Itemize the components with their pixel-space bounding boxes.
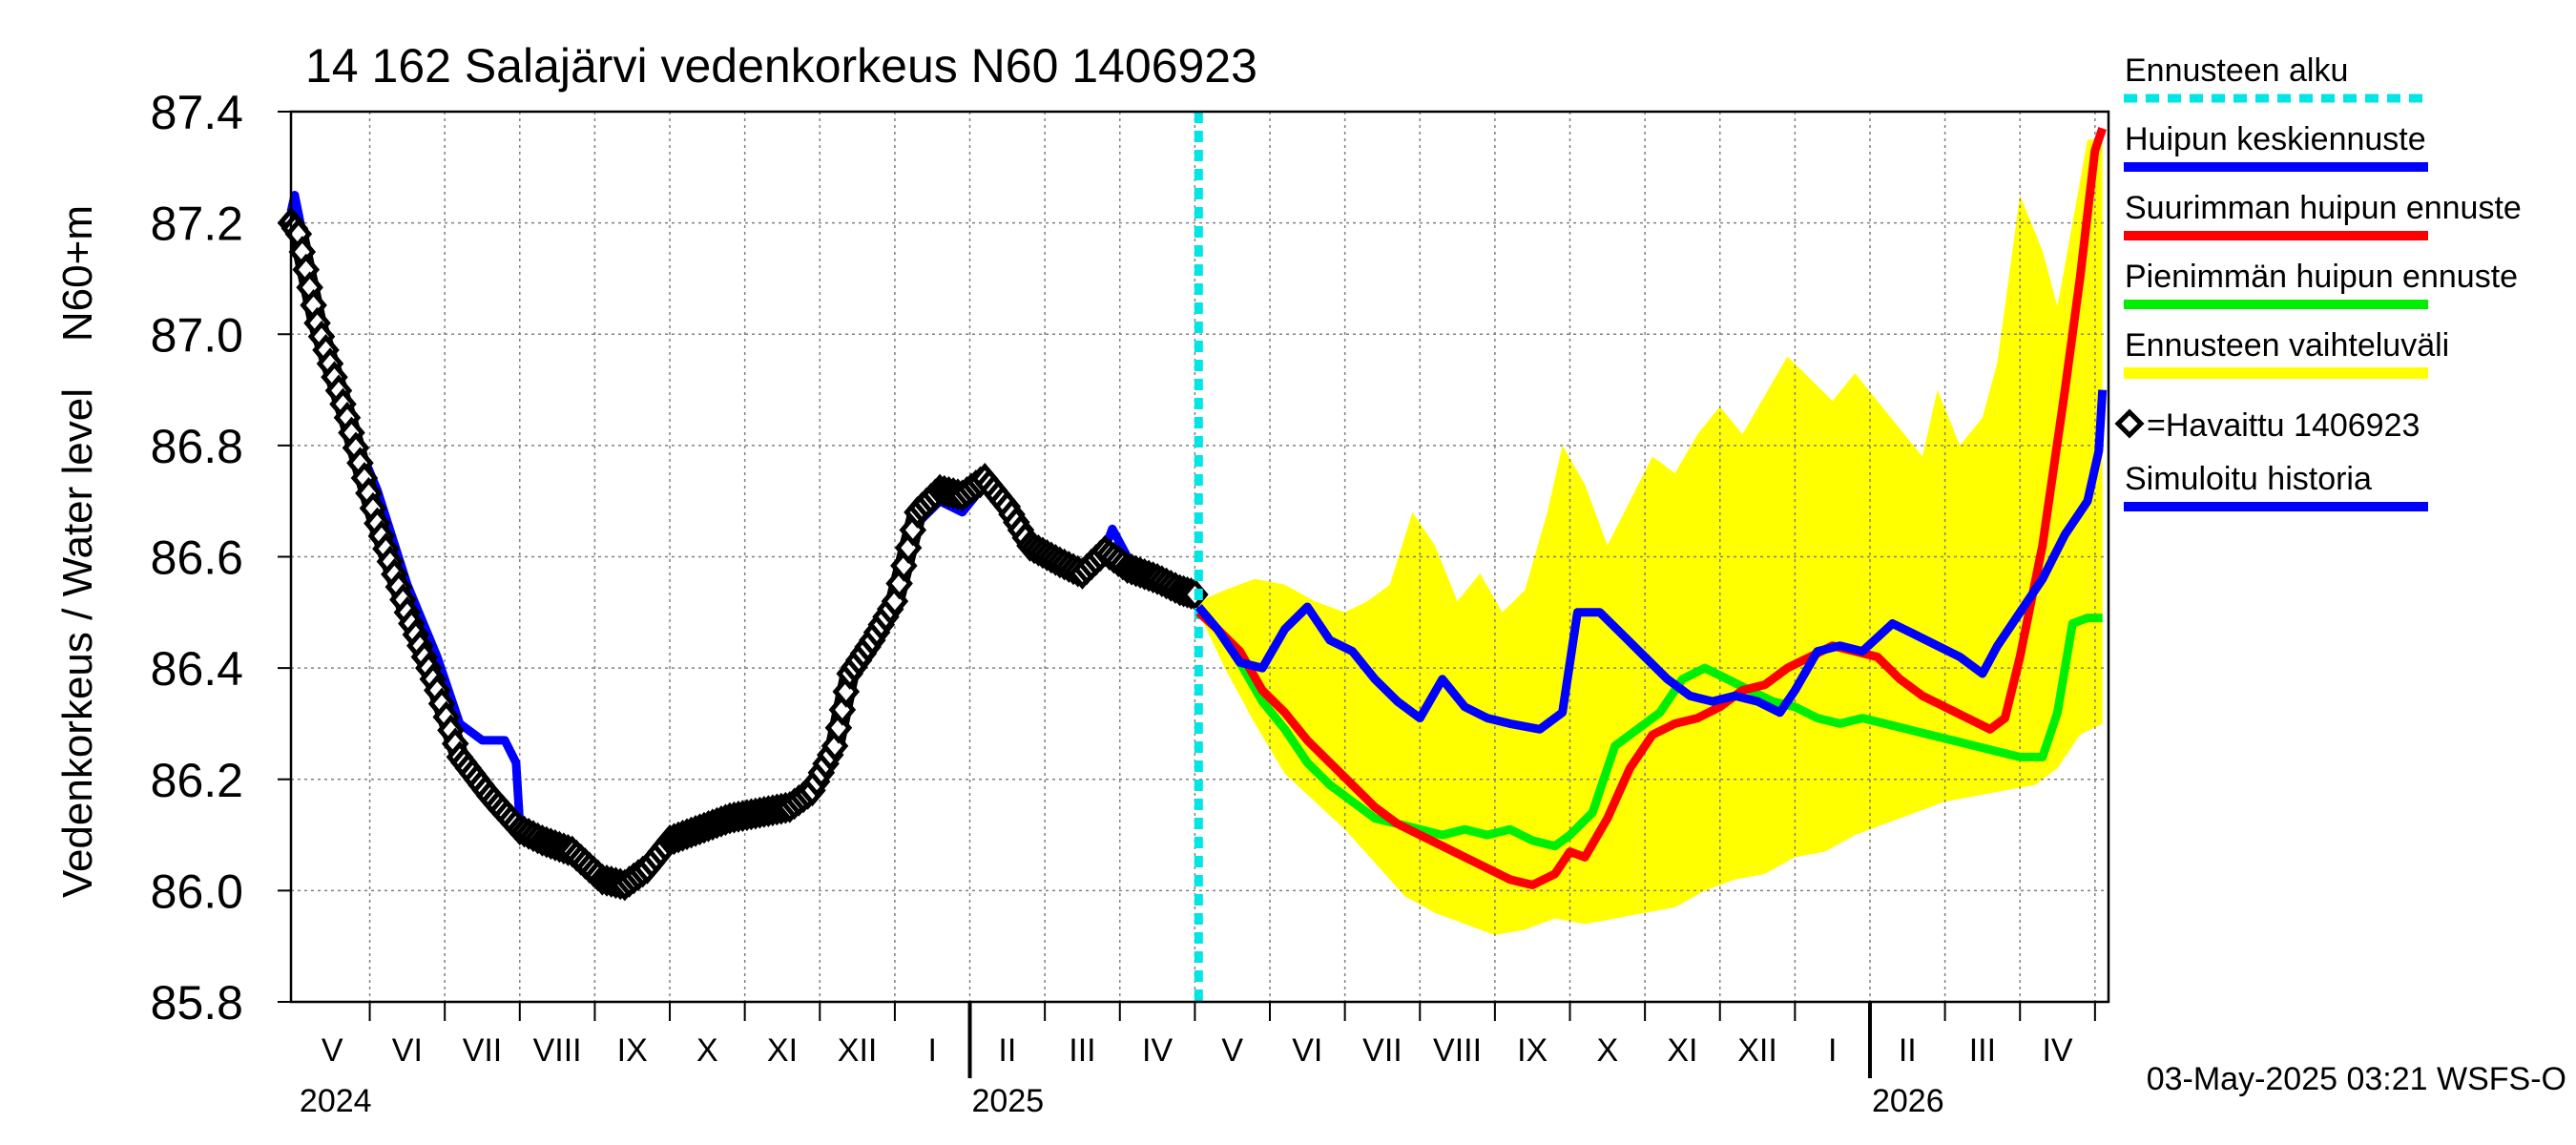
month-label: X bbox=[1596, 1032, 1618, 1069]
observed-marker bbox=[899, 513, 927, 547]
y-tick-label: 86.2 bbox=[151, 754, 243, 807]
month-label: V bbox=[1221, 1032, 1243, 1069]
plot-frame bbox=[289, 110, 2110, 1004]
y-tick-label: 87.0 bbox=[151, 308, 243, 362]
legend-label: =Havaittu 1406923 bbox=[2147, 407, 2420, 444]
month-label: VI bbox=[392, 1032, 423, 1069]
legend-label: Ennusteen vaihteluväli bbox=[2125, 327, 2449, 364]
y-tick-label: 87.4 bbox=[151, 86, 243, 139]
observed-marker bbox=[885, 567, 913, 600]
series-layer bbox=[277, 112, 2108, 1002]
y-tick-label: 85.8 bbox=[151, 976, 243, 1030]
y-tick-label: 86.4 bbox=[151, 642, 243, 696]
month-label: IX bbox=[617, 1032, 648, 1069]
year-label: 2025 bbox=[972, 1083, 1045, 1119]
month-label: VIII bbox=[533, 1032, 582, 1069]
month-label: X bbox=[696, 1032, 718, 1069]
legend-label: Suurimman huipun ennuste bbox=[2125, 190, 2522, 226]
month-label: VII bbox=[1362, 1032, 1402, 1069]
month-label: IX bbox=[1517, 1032, 1548, 1069]
min-peak-forecast-line bbox=[1195, 604, 2103, 851]
month-label: VII bbox=[463, 1032, 503, 1069]
y-tick-label: 86.8 bbox=[151, 420, 243, 473]
month-label: XI bbox=[767, 1032, 798, 1069]
mean-peak-forecast-line bbox=[1195, 389, 2108, 734]
month-label: XII bbox=[838, 1032, 878, 1069]
year-label: 2024 bbox=[300, 1083, 372, 1119]
axis-layer: 85.886.086.286.486.686.887.087.287.4V VI V… bbox=[151, 86, 2110, 1119]
legend-label: Simuloitu historia bbox=[2125, 461, 2372, 497]
month-label: V bbox=[322, 1032, 343, 1069]
grid-layer bbox=[291, 112, 2109, 1002]
month-label: III bbox=[1969, 1032, 1996, 1069]
month-label: IV bbox=[1142, 1032, 1173, 1069]
month-label: I bbox=[1828, 1032, 1837, 1069]
footer-timestamp: 03-May-2025 03:21 WSFS-O bbox=[2147, 1061, 2566, 1097]
max-peak-forecast-line bbox=[1195, 127, 2107, 889]
legend-label: Ennusteen alku bbox=[2125, 52, 2348, 89]
y-axis-label: Vedenkorkeus / Water level N60+m bbox=[54, 205, 101, 898]
forecast-range-band-layer bbox=[1198, 139, 2103, 935]
month-label: II bbox=[998, 1032, 1016, 1069]
month-label: XII bbox=[1737, 1032, 1777, 1069]
month-label: VIII bbox=[1433, 1032, 1482, 1069]
legend-observed-marker bbox=[2114, 408, 2145, 439]
month-label: II bbox=[1899, 1032, 1917, 1069]
chart-title: 14 162 Salajärvi vedenkorkeus N60 140692… bbox=[305, 39, 1257, 93]
month-label: IV bbox=[2042, 1032, 2072, 1069]
y-tick-label: 87.2 bbox=[151, 198, 243, 251]
year-label: 2026 bbox=[1872, 1083, 1944, 1119]
legend-label: Huipun keskiennuste bbox=[2125, 121, 2426, 157]
forecast-range-band bbox=[1198, 139, 2103, 935]
y-tick-label: 86.0 bbox=[151, 864, 243, 918]
month-label: VI bbox=[1292, 1032, 1322, 1069]
legend: Ennusteen alku Huipun keskiennuste Suurimm… bbox=[2114, 52, 2522, 511]
month-label: XI bbox=[1667, 1032, 1697, 1069]
month-label: III bbox=[1069, 1032, 1095, 1069]
month-label: I bbox=[927, 1032, 936, 1069]
y-tick-label: 86.6 bbox=[151, 531, 243, 585]
legend-label: Pienimmän huipun ennuste bbox=[2125, 259, 2518, 295]
